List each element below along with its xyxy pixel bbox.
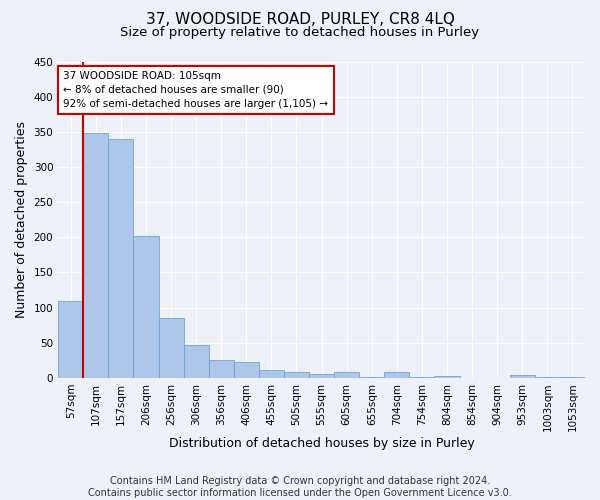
Bar — [109, 139, 133, 378]
Bar — [234, 362, 259, 378]
Bar — [184, 345, 209, 378]
Bar — [434, 376, 460, 378]
Bar — [334, 372, 359, 378]
Bar — [560, 376, 585, 378]
Bar — [309, 374, 334, 378]
X-axis label: Distribution of detached houses by size in Purley: Distribution of detached houses by size … — [169, 437, 475, 450]
Bar — [209, 360, 234, 378]
Bar — [284, 372, 309, 378]
Bar — [133, 236, 158, 378]
Text: 37, WOODSIDE ROAD, PURLEY, CR8 4LQ: 37, WOODSIDE ROAD, PURLEY, CR8 4LQ — [146, 12, 454, 28]
Text: Contains HM Land Registry data © Crown copyright and database right 2024.
Contai: Contains HM Land Registry data © Crown c… — [88, 476, 512, 498]
Bar — [259, 370, 284, 378]
Bar — [385, 372, 409, 378]
Text: Size of property relative to detached houses in Purley: Size of property relative to detached ho… — [121, 26, 479, 39]
Y-axis label: Number of detached properties: Number of detached properties — [15, 121, 28, 318]
Bar — [510, 375, 535, 378]
Text: 37 WOODSIDE ROAD: 105sqm
← 8% of detached houses are smaller (90)
92% of semi-de: 37 WOODSIDE ROAD: 105sqm ← 8% of detache… — [64, 71, 328, 109]
Bar — [158, 318, 184, 378]
Bar — [83, 133, 109, 378]
Bar — [58, 300, 83, 378]
